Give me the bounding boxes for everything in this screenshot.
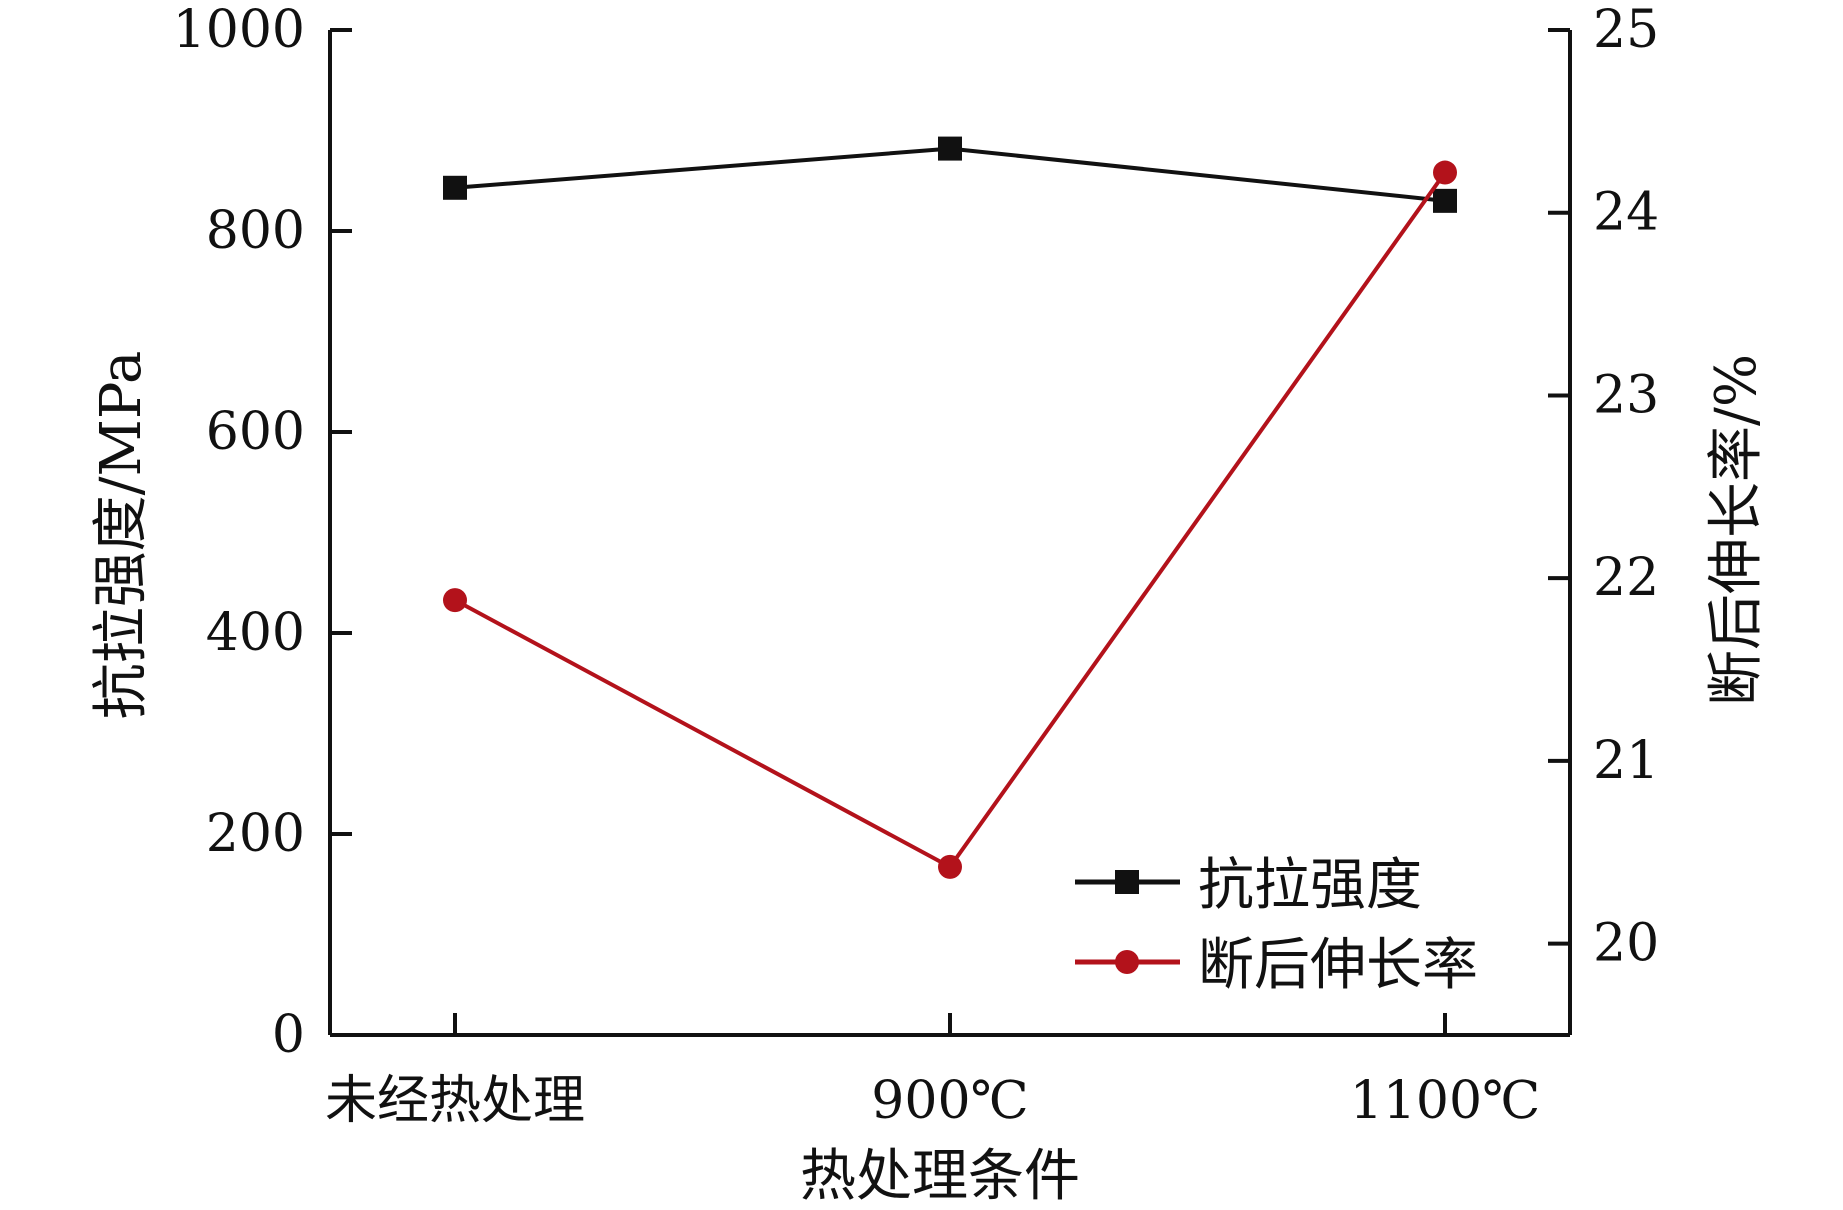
y-left-axis-title: 抗拉强度/MPa (89, 351, 154, 720)
right-tick-4: 24 (1548, 183, 1659, 243)
series-0 (443, 136, 1457, 213)
left-tick-label: 1000 (173, 0, 305, 60)
x-tick-label: 900℃ (871, 1071, 1028, 1131)
data-point-square-0-2 (1433, 188, 1457, 213)
x-tick-label: 未经热处理 (325, 1071, 585, 1131)
data-point-circle-1-0 (443, 588, 467, 613)
right-tick-3: 23 (1548, 365, 1659, 425)
left-tick-3: 600 (206, 402, 352, 462)
left-tick-4: 800 (206, 201, 352, 261)
left-tick-label: 800 (206, 201, 305, 261)
left-tick-label: 400 (206, 603, 305, 663)
data-point-circle-1-2 (1433, 160, 1457, 185)
data-point-square-0-0 (443, 175, 467, 200)
x-ticks: 未经热处理 900℃ 1100℃ (325, 1013, 1540, 1131)
right-tick-label: 25 (1593, 0, 1659, 60)
left-tick-0: 0 (272, 1005, 352, 1065)
left-tick-label: 600 (206, 402, 305, 462)
legend-marker-circle (1115, 950, 1139, 974)
x-tick-0: 未经热处理 (325, 1013, 585, 1131)
legend-item-tensile-strength: 抗拉强度 (1075, 853, 1422, 918)
left-ticks: 0 200 400 600 800 1000 (173, 0, 352, 1065)
legend-label-tensile-strength: 抗拉强度 (1198, 853, 1422, 918)
legend: 抗拉强度 断后伸长率 (1075, 853, 1478, 998)
left-tick-5: 1000 (173, 0, 352, 60)
right-tick-label: 24 (1593, 183, 1659, 243)
right-tick-1: 21 (1548, 731, 1659, 791)
y-right-axis-title: 断后伸长率/% (1704, 354, 1769, 706)
x-tick-2: 1100℃ (1350, 1013, 1541, 1131)
data-point-square-0-1 (938, 136, 962, 161)
left-tick-1: 200 (206, 804, 352, 864)
right-tick-label: 20 (1593, 914, 1659, 974)
right-tick-label: 21 (1593, 731, 1659, 791)
series-layer (443, 136, 1457, 879)
right-tick-5: 25 (1548, 0, 1659, 60)
legend-item-elongation: 断后伸长率 (1075, 933, 1478, 998)
x-axis-title: 热处理条件 (800, 1144, 1080, 1205)
legend-label-elongation: 断后伸长率 (1198, 933, 1478, 998)
right-tick-label: 22 (1593, 548, 1659, 608)
data-point-circle-1-1 (938, 854, 962, 879)
right-ticks: 20 21 22 23 24 25 (1548, 0, 1659, 974)
x-tick-1: 900℃ (871, 1013, 1029, 1131)
x-tick-label: 1100℃ (1350, 1071, 1541, 1131)
right-tick-2: 22 (1548, 548, 1659, 608)
legend-marker-square (1115, 870, 1139, 894)
left-tick-label: 0 (272, 1005, 305, 1065)
series-1 (443, 160, 1457, 879)
right-tick-0: 20 (1548, 914, 1659, 974)
left-tick-label: 200 (206, 804, 305, 864)
series-line-1 (453, 170, 1447, 869)
left-tick-2: 400 (206, 603, 352, 663)
right-tick-label: 23 (1593, 365, 1659, 425)
